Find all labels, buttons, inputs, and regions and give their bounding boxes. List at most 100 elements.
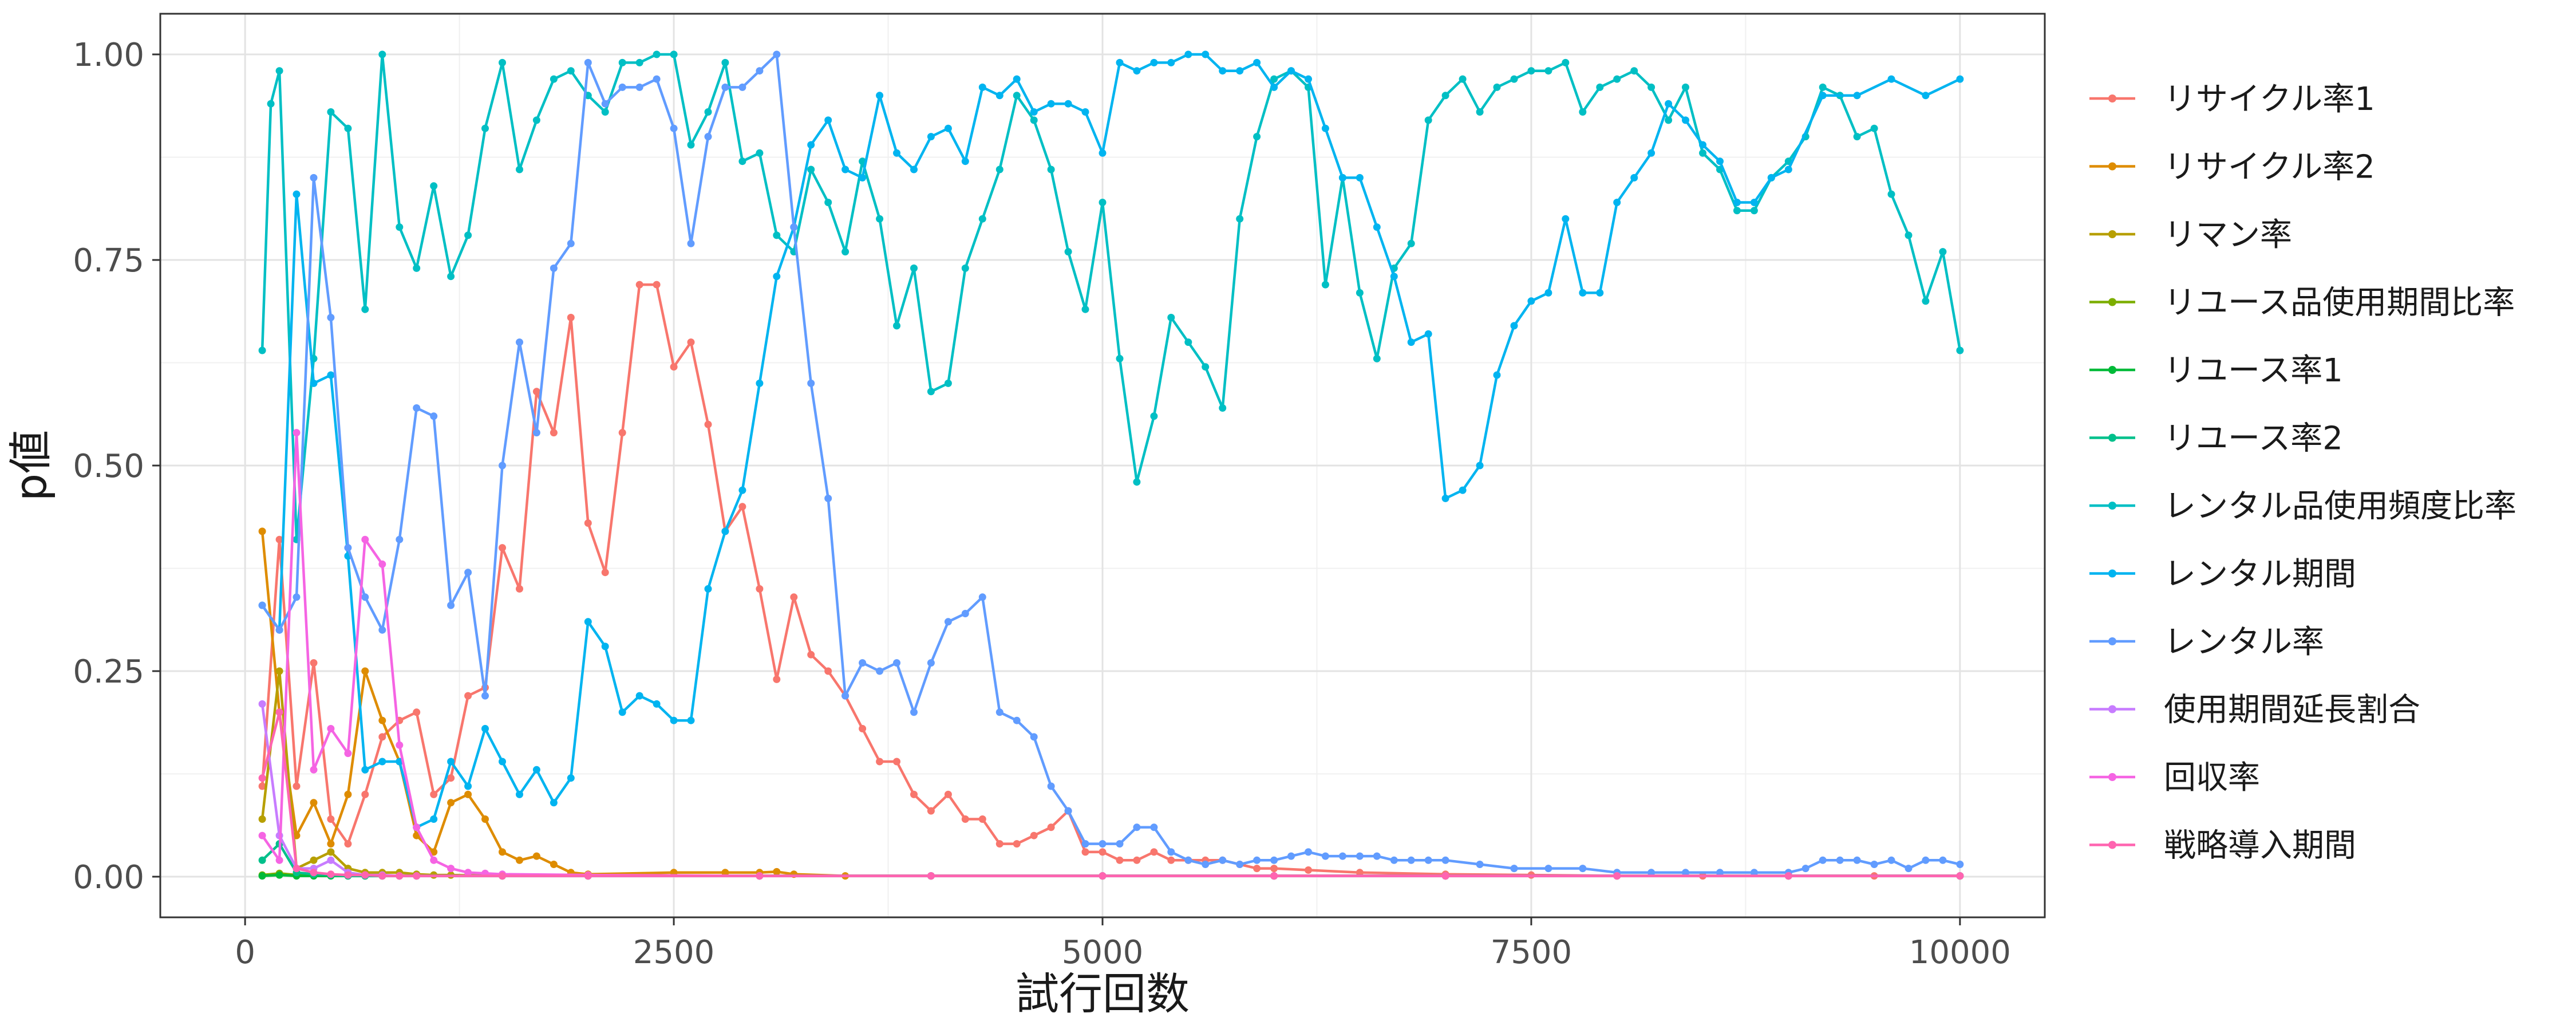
data-point [876,215,884,223]
legend-item: リサイクル率1 [2089,81,2375,118]
data-point [413,708,421,716]
data-point [910,165,918,174]
data-point [1013,840,1021,848]
data-point [1081,848,1089,856]
data-point [567,239,575,247]
legend-label: レンタル品使用頻度比率 [2164,488,2516,525]
data-point [618,429,626,437]
data-point [721,58,729,66]
data-point [1064,807,1072,815]
data-point [310,174,318,182]
data-point [1716,869,1724,877]
data-point [327,815,335,823]
y-axis-title: p値 [5,430,56,501]
legend-label: 回収率 [2164,759,2260,797]
data-point [499,462,506,470]
data-point [413,872,421,880]
data-point [1321,852,1329,860]
data-point [1099,199,1107,206]
data-point [927,133,935,141]
data-point [1338,174,1346,182]
data-point [670,363,678,371]
data-point [1476,462,1484,470]
data-point [1579,289,1587,297]
data-point [1373,354,1381,362]
data-point [516,585,523,593]
data-point [961,815,969,823]
data-point [618,83,626,91]
data-point [550,861,558,868]
data-point [1441,872,1449,880]
data-point [361,871,369,879]
data-point [1613,199,1621,206]
data-point [995,840,1003,848]
data-point [1338,852,1346,860]
data-point [944,790,952,798]
data-point [1373,223,1381,231]
legend-label: リサイクル率2 [2164,149,2375,186]
data-point [1544,67,1552,75]
data-point [258,700,266,708]
data-point [1099,840,1107,848]
data-point [1870,124,1878,132]
data-point [1236,215,1244,223]
data-point [1887,75,1895,83]
x-tick-label: 5000 [1062,934,1144,971]
data-point [275,626,283,634]
data-point [1167,58,1175,66]
data-point [1236,67,1244,75]
data-point [1013,75,1021,83]
data-point [601,642,609,650]
data-point [293,190,301,198]
data-point [310,766,318,774]
data-point [378,758,386,766]
data-point [927,807,935,815]
data-point [464,231,472,239]
data-point [1167,856,1175,864]
data-point [1665,116,1673,124]
data-point [1116,856,1124,864]
data-point [1356,289,1364,297]
data-point [310,799,318,807]
data-point [1167,314,1175,321]
data-point [1476,108,1484,116]
data-point [1253,856,1261,864]
data-point [1047,782,1055,790]
data-point [361,535,369,543]
data-point [378,716,386,724]
data-point [1510,865,1518,873]
data-point [1665,100,1673,108]
data-point [275,67,283,75]
data-point [1716,157,1724,165]
data-point [687,239,695,247]
data-point [635,83,643,91]
x-tick-label: 10000 [1909,934,2011,971]
data-point [1030,733,1038,741]
data-point [1819,83,1827,91]
data-point [1287,67,1295,75]
data-point [1305,866,1312,874]
legend-key-point [2108,569,2116,578]
data-point [310,869,318,877]
data-point [1905,231,1913,239]
data-point [1682,83,1689,91]
data-point [635,281,643,289]
data-point [876,667,884,675]
data-point [275,871,283,879]
data-point [1133,478,1141,486]
data-point [756,872,764,880]
data-point [1390,273,1398,281]
data-point [1287,852,1295,860]
data-point [841,165,850,174]
data-point [807,379,815,387]
data-point [532,116,540,124]
data-point [995,708,1003,716]
data-point [464,569,472,577]
data-point [1047,100,1055,108]
data-point [859,725,867,732]
data-point [1630,67,1638,75]
x-tick-label: 0 [235,934,255,971]
data-point [447,601,455,609]
